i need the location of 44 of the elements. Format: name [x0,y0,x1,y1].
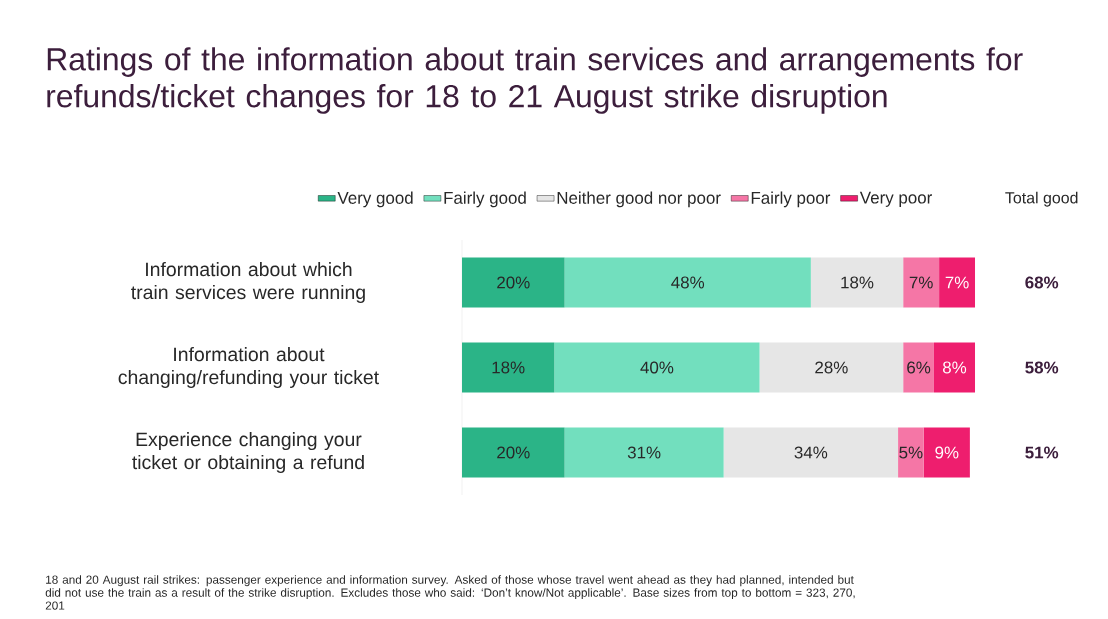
data-label: 18% [841,276,874,289]
legend-label: Very good [337,191,413,208]
data-label: 48% [671,276,705,289]
bar [898,427,924,478]
data-label: 18% [492,361,525,374]
bar [462,427,565,478]
text: 58% [1025,361,1059,374]
chart-title: Ratings of the information about train services and arrangements for refunds/ticket changes for 18 to 21 August strike disruption [47,47,1023,114]
bar [723,427,899,478]
legend-label: Fairly good [444,191,526,208]
bar [462,257,565,308]
y-tick-label: Experience changing your ticket or obtaining a refund [132,431,364,474]
bar [810,257,904,308]
bar [759,342,904,393]
data-label: 6% [907,361,931,374]
data-label: 31% [627,446,661,459]
legend-label: Neither good nor poor [557,191,721,208]
text: 68% [1025,276,1059,289]
bar [903,342,934,393]
bar [462,342,555,393]
text: Total good [1005,191,1078,207]
data-label: 7% [909,276,933,289]
bar [564,427,724,478]
y-tick-label: Information about which train services were running [131,261,365,304]
bar [933,342,976,393]
data-label: 40% [640,361,674,374]
text: 18 and 20 August rail strikes: passenger experience and information survey. Asked of those whose travel went ahead as they had planned, intended but did not use the train as a result of the strike disruption. Excludes those who said: ‘Don’t know/Not applicable’. Base sizes from top to bottom = 323, 270, 201 [45,575,855,610]
data-label: 34% [794,446,828,459]
y-tick-label: Information about changing/refunding your ticket [118,346,379,389]
data-label: 7% [945,276,969,289]
data-label: 28% [815,361,848,374]
bar [564,257,811,308]
bar [554,342,760,393]
data-label: 5% [899,446,923,459]
legend-label: Fairly poor [751,191,831,208]
bar [923,427,970,478]
data-label: 8% [942,361,967,374]
text: 51% [1025,446,1059,459]
legend-label: Very poor [859,191,932,207]
bar [903,257,940,308]
bar [939,257,976,308]
data-label: 9% [935,446,959,459]
data-label: 20% [497,276,530,289]
data-label: 20% [497,446,530,459]
